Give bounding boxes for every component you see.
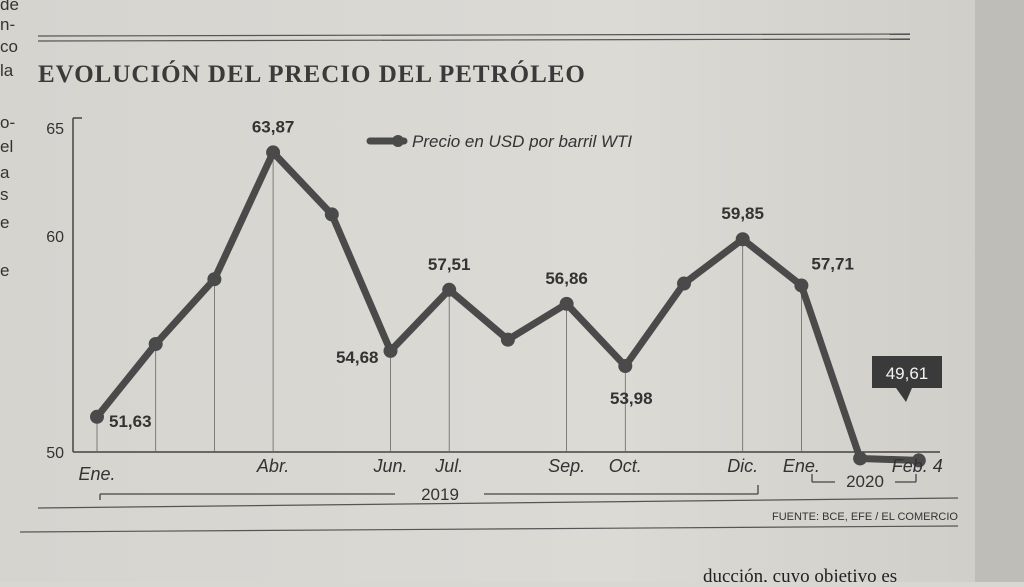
month-label-8: Feb. 4 bbox=[892, 456, 943, 476]
data-point-11 bbox=[735, 232, 750, 247]
year-2019-bracket: 2019 bbox=[99, 485, 759, 504]
data-point-1 bbox=[148, 337, 163, 351]
legend-label: Precio en USD por barril WTI bbox=[412, 132, 632, 151]
data-labels: 51,63 63,87 54,68 57,51 56,86 53,98 59,85 57,71 bbox=[109, 117, 854, 430]
data-point-7 bbox=[500, 332, 515, 347]
margin-fragment-3: la bbox=[0, 61, 14, 80]
margin-fragment-4: o- bbox=[0, 113, 15, 132]
data-point-9 bbox=[618, 359, 633, 374]
y-tick-label-0: 50 bbox=[46, 445, 64, 462]
y-tick-label-2: 65 bbox=[46, 121, 64, 138]
data-label-0: 51,63 bbox=[109, 412, 152, 431]
data-point-8 bbox=[559, 296, 574, 311]
data-label-3: 63,87 bbox=[252, 117, 295, 136]
data-point-13 bbox=[853, 451, 868, 466]
y-tick-labels: 50 60 65 bbox=[46, 121, 64, 462]
month-label-4: Sep. bbox=[548, 456, 585, 476]
month-label-7: Ene. bbox=[783, 456, 820, 476]
data-label-11: 59,85 bbox=[721, 204, 764, 223]
month-label-0: Ene. bbox=[78, 464, 115, 484]
bottom-rule-2 bbox=[19, 525, 959, 533]
callout-value: 49,61 bbox=[886, 364, 929, 383]
margin-fragment-5: el bbox=[0, 137, 13, 156]
data-label-5: 54,68 bbox=[336, 348, 379, 367]
year-2019-label: 2019 bbox=[421, 485, 459, 504]
bottom-article-text: ducción, cuyo objetivo es bbox=[703, 566, 897, 582]
data-point-0 bbox=[90, 409, 104, 424]
month-label-2: Jun. bbox=[372, 456, 407, 476]
chart-title: EVOLUCIÓN DEL PRECIO DEL PETRÓLEO bbox=[38, 60, 586, 88]
month-label-6: Dic. bbox=[727, 456, 758, 476]
legend: Precio en USD por barril WTI bbox=[366, 132, 632, 151]
y-tick-label-1: 60 bbox=[46, 229, 64, 246]
data-point-3 bbox=[266, 145, 281, 160]
last-value-callout: 49,61 bbox=[872, 356, 942, 402]
data-point-12 bbox=[794, 278, 809, 293]
data-point-14 bbox=[911, 453, 926, 468]
callout-box bbox=[872, 356, 942, 388]
top-rule-2 bbox=[37, 38, 911, 42]
data-point-6 bbox=[442, 282, 457, 297]
data-point-5 bbox=[383, 343, 398, 358]
data-label-9: 53,98 bbox=[610, 389, 653, 408]
margin-fragment-8: e bbox=[0, 213, 9, 232]
data-point-4 bbox=[324, 207, 339, 222]
margin-fragment-6: a bbox=[0, 163, 10, 182]
drop-lines bbox=[96, 152, 920, 461]
margin-fragment-1: n- bbox=[0, 15, 15, 34]
callout-pointer bbox=[896, 388, 912, 402]
source-note: FUENTE: BCE, EFE / EL COMERCIO bbox=[772, 511, 958, 523]
data-label-12: 57,71 bbox=[811, 254, 854, 273]
data-label-6: 57,51 bbox=[428, 255, 471, 274]
month-labels: Ene. Abr. Jun. Jul. Sep. Oct. Dic. Ene. Feb. 4 bbox=[78, 456, 942, 484]
year-2020-label: 2020 bbox=[846, 472, 884, 491]
data-point-2 bbox=[207, 272, 222, 287]
page-edge-shadow bbox=[975, 0, 1024, 582]
data-label-8: 56,86 bbox=[545, 269, 588, 288]
month-label-5: Oct. bbox=[609, 456, 642, 476]
top-rule-1 bbox=[37, 33, 911, 37]
margin-fragment-2: co bbox=[0, 37, 18, 56]
month-label-3: Jul. bbox=[434, 456, 463, 476]
legend-swatch-marker bbox=[392, 135, 404, 147]
data-point-10 bbox=[677, 276, 691, 291]
margin-fragment-0: de bbox=[0, 0, 19, 14]
month-label-1: Abr. bbox=[256, 456, 289, 476]
bottom-rule-1 bbox=[37, 497, 959, 509]
margin-fragment-7: s bbox=[0, 185, 9, 204]
year-2020-bracket: 2020 bbox=[811, 472, 917, 491]
margin-fragment-9: e bbox=[0, 261, 9, 280]
data-points bbox=[90, 145, 926, 468]
